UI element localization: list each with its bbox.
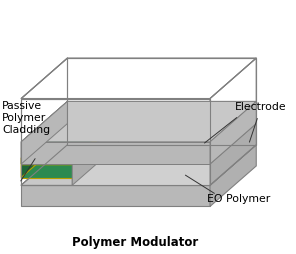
Polygon shape xyxy=(72,124,256,164)
Polygon shape xyxy=(72,164,210,185)
Polygon shape xyxy=(21,158,210,178)
Polygon shape xyxy=(21,102,67,164)
Polygon shape xyxy=(210,145,256,207)
Polygon shape xyxy=(21,118,118,158)
Polygon shape xyxy=(21,185,210,207)
Polygon shape xyxy=(21,145,256,185)
Polygon shape xyxy=(72,145,256,185)
Text: Polymer Modulator: Polymer Modulator xyxy=(72,235,198,248)
Polygon shape xyxy=(210,102,256,164)
Polygon shape xyxy=(72,124,256,164)
Polygon shape xyxy=(210,102,256,164)
Polygon shape xyxy=(21,145,256,185)
Polygon shape xyxy=(72,124,118,185)
Text: Passive
Polymer
Cladding: Passive Polymer Cladding xyxy=(2,101,50,134)
Polygon shape xyxy=(210,118,256,178)
Polygon shape xyxy=(210,124,256,185)
Polygon shape xyxy=(21,102,67,164)
Polygon shape xyxy=(21,142,210,164)
Polygon shape xyxy=(210,124,256,185)
Polygon shape xyxy=(21,125,256,165)
Polygon shape xyxy=(21,142,210,164)
Polygon shape xyxy=(21,102,256,142)
Polygon shape xyxy=(21,118,67,178)
Polygon shape xyxy=(21,118,256,158)
Polygon shape xyxy=(72,164,210,185)
Text: Electrode: Electrode xyxy=(235,102,287,112)
Text: EO Polymer: EO Polymer xyxy=(207,193,270,203)
Polygon shape xyxy=(21,102,256,142)
Polygon shape xyxy=(72,124,118,185)
